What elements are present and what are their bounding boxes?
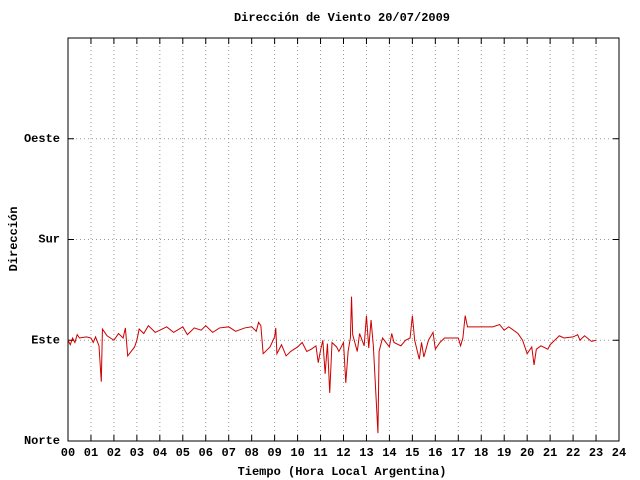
x-tick-label: 02 bbox=[107, 446, 121, 460]
x-tick-label: 06 bbox=[199, 446, 213, 460]
x-tick-label: 08 bbox=[244, 446, 258, 460]
plot-frame bbox=[67, 37, 620, 442]
x-tick-label: 01 bbox=[84, 446, 98, 460]
x-tick-label: 07 bbox=[222, 446, 236, 460]
x-tick-label: 11 bbox=[313, 446, 327, 460]
x-tick-label: 00 bbox=[61, 446, 75, 460]
x-tick-label: 03 bbox=[130, 446, 144, 460]
x-tick-label: 12 bbox=[336, 446, 350, 460]
x-tick-label: 15 bbox=[405, 446, 419, 460]
y-tick-label: Este bbox=[31, 333, 60, 347]
y-tick-label: Sur bbox=[38, 233, 60, 247]
x-tick-label: 05 bbox=[176, 446, 190, 460]
x-tick-label: 14 bbox=[382, 446, 396, 460]
x-tick-label: 22 bbox=[566, 446, 580, 460]
chart-title: Dirección de Viento 20/07/2009 bbox=[234, 11, 450, 25]
x-tick-label: 09 bbox=[267, 446, 281, 460]
x-tick-label: 10 bbox=[290, 446, 304, 460]
x-tick-label: 21 bbox=[543, 446, 557, 460]
y-axis-label: Dirección bbox=[7, 207, 21, 272]
x-tick-label: 24 bbox=[612, 446, 626, 460]
x-tick-label: 19 bbox=[497, 446, 511, 460]
x-tick-label: 13 bbox=[359, 446, 373, 460]
x-axis-label: Tiempo (Hora Local Argentina) bbox=[238, 465, 447, 479]
x-tick-label: 23 bbox=[589, 446, 603, 460]
y-tick-label: Norte bbox=[24, 434, 60, 448]
x-tick-label: 17 bbox=[451, 446, 465, 460]
x-tick-label: 18 bbox=[474, 446, 488, 460]
data-line bbox=[67, 296, 597, 434]
x-tick-label: 04 bbox=[153, 446, 167, 460]
x-tick-label: 20 bbox=[520, 446, 534, 460]
y-tick-label: Oeste bbox=[24, 132, 60, 146]
x-tick-label: 16 bbox=[428, 446, 442, 460]
